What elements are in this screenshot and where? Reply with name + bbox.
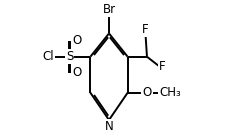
Text: CH₃: CH₃ [158, 86, 180, 99]
Text: S: S [66, 50, 73, 63]
Text: O: O [72, 66, 81, 79]
Text: O: O [142, 86, 151, 99]
Text: F: F [142, 23, 148, 36]
Text: Cl: Cl [43, 50, 54, 63]
Text: F: F [158, 60, 165, 73]
Text: N: N [104, 120, 113, 133]
Text: Br: Br [102, 3, 115, 16]
Text: O: O [72, 34, 81, 47]
